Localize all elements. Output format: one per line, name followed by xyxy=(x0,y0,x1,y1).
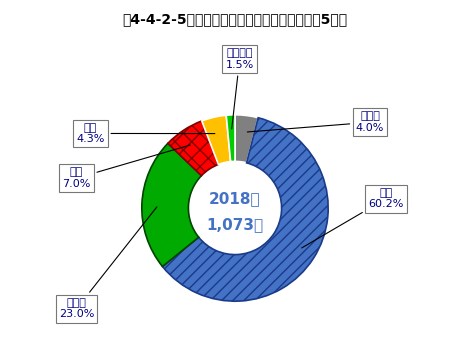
Text: 中国
7.0%: 中国 7.0% xyxy=(63,145,190,189)
Text: 韓国
4.3%: 韓国 4.3% xyxy=(76,123,215,144)
Wedge shape xyxy=(142,143,202,267)
Text: ドイツ
23.0%: ドイツ 23.0% xyxy=(59,207,157,319)
Wedge shape xyxy=(226,115,235,162)
Wedge shape xyxy=(168,121,219,176)
Text: その他
4.0%: その他 4.0% xyxy=(247,111,384,133)
Text: 2018年: 2018年 xyxy=(209,191,261,206)
Wedge shape xyxy=(235,115,258,163)
Wedge shape xyxy=(163,118,328,301)
Text: 1,073億: 1,073億 xyxy=(206,217,264,232)
Text: 図4-4-2-5　画像診断システムの輸入金額上位5か国: 図4-4-2-5 画像診断システムの輸入金額上位5か国 xyxy=(123,12,347,26)
Text: 米国
60.2%: 米国 60.2% xyxy=(302,188,404,248)
Wedge shape xyxy=(202,115,231,164)
Text: フランス
1.5%: フランス 1.5% xyxy=(226,48,254,129)
